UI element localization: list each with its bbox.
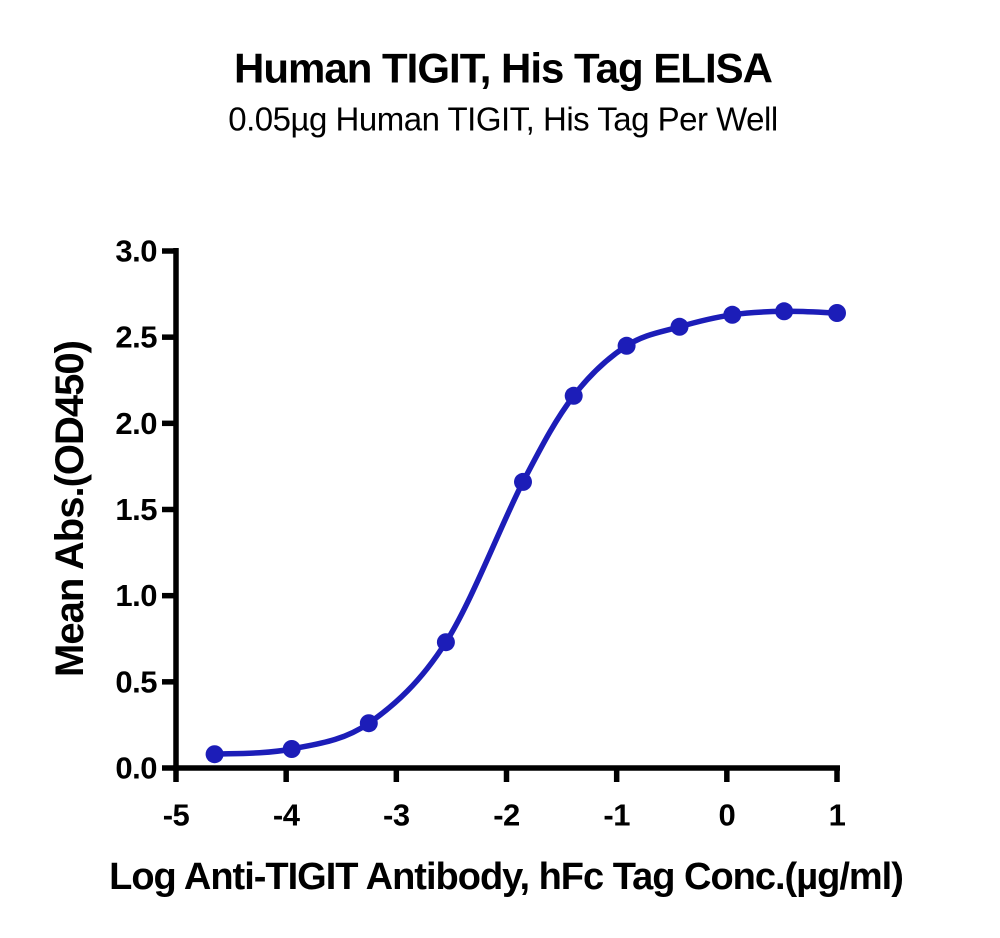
x-tick-label: -2 — [493, 798, 520, 833]
fit-curve — [211, 308, 840, 757]
axes — [162, 248, 840, 782]
chart-subtitle: 0.05µg Human TIGIT, His Tag Per Well — [228, 101, 777, 138]
data-point — [205, 745, 224, 764]
data-point — [514, 472, 532, 491]
y-tick-label: 2.5 — [115, 320, 157, 355]
data-point — [775, 302, 794, 321]
data-points — [205, 302, 846, 764]
y-tick-label: 2.0 — [115, 406, 157, 441]
y-axis-title: Mean Abs.(OD450) — [48, 341, 92, 677]
data-point — [282, 740, 301, 758]
data-point — [723, 305, 742, 324]
sigmoid-curve — [211, 308, 840, 757]
x-tick-label: -4 — [273, 798, 301, 833]
y-tick-label: 3.0 — [115, 234, 157, 269]
y-tick-label: 0.0 — [115, 751, 157, 786]
x-tick-label: -1 — [603, 798, 630, 833]
data-point — [564, 386, 583, 405]
y-tick-label: 1.0 — [115, 578, 157, 613]
x-tick-label: -3 — [383, 798, 410, 833]
data-point — [617, 336, 636, 355]
chart-title: Human TIGIT, His Tag ELISA — [234, 45, 773, 92]
x-tick-label: 0 — [718, 798, 735, 833]
y-tick-label: 1.5 — [115, 492, 157, 527]
x-tick-label: 1 — [829, 798, 846, 833]
y-tick-label: 0.5 — [115, 664, 157, 699]
data-point — [828, 304, 846, 322]
x-axis-title: Log Anti-TIGIT Antibody, hFc Tag Conc.(µ… — [109, 856, 903, 898]
data-point — [359, 714, 378, 733]
x-tick-label: -5 — [163, 798, 190, 833]
data-point — [436, 633, 455, 652]
tick-labels: 0.0 0.5 1.0 1.5 2.0 2.5 3.0 -5 -4 -3 -2 -1 0 1 — [115, 234, 846, 833]
data-point — [670, 317, 689, 336]
